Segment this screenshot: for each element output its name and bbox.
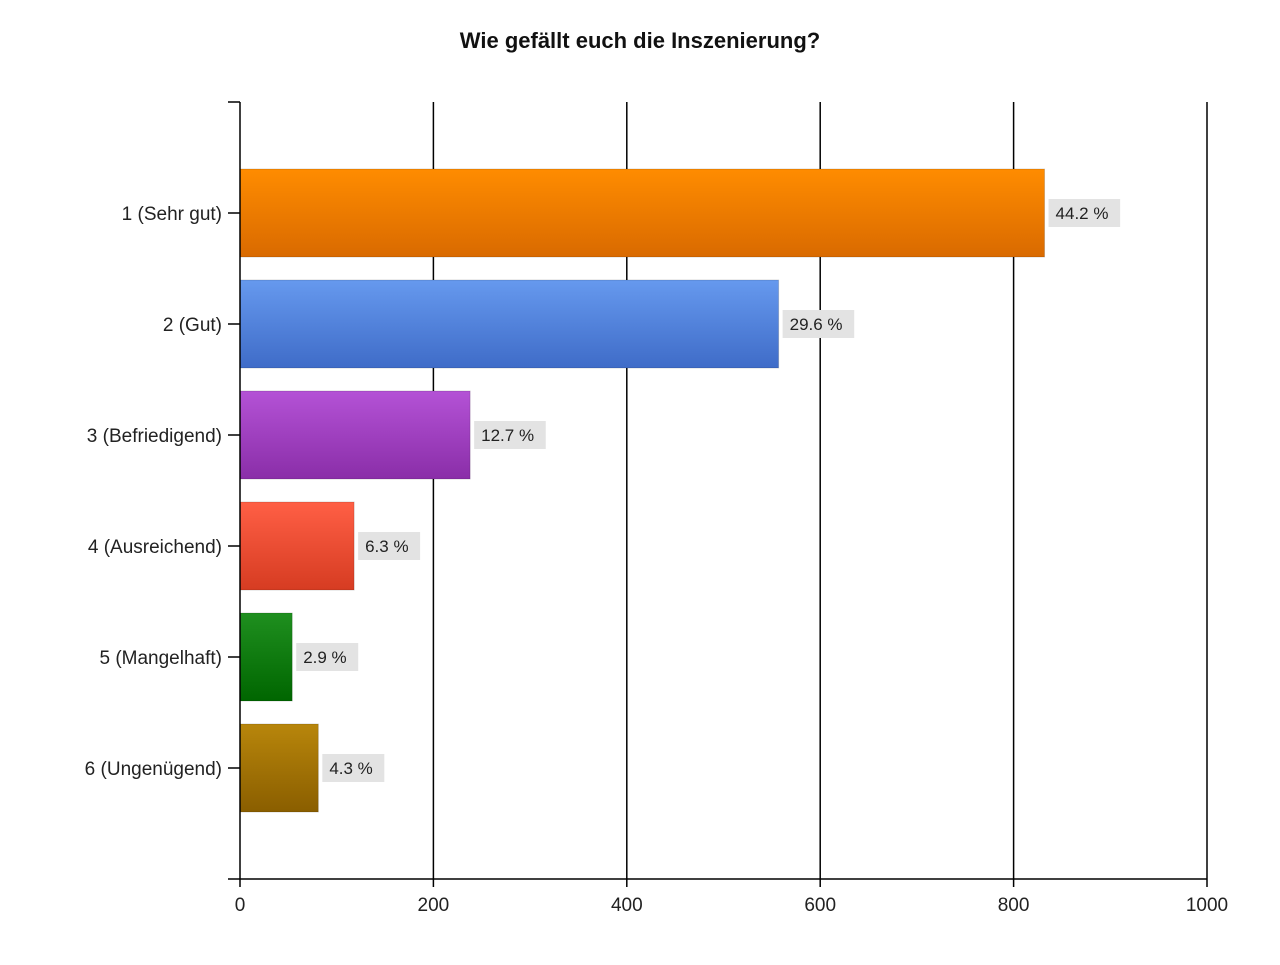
x-tick-label: 600 bbox=[804, 895, 836, 916]
bar bbox=[239, 723, 319, 813]
data-label-background bbox=[322, 754, 385, 782]
data-label-background bbox=[296, 643, 359, 671]
data-label-background bbox=[782, 310, 855, 338]
category-label: 4 (Ausreichend) bbox=[88, 537, 222, 558]
x-tick-label: 400 bbox=[611, 895, 643, 916]
data-label: 4.3 % bbox=[329, 759, 372, 778]
x-tick-label: 800 bbox=[998, 895, 1030, 916]
bar bbox=[239, 168, 1046, 258]
category-label: 2 (Gut) bbox=[163, 315, 222, 336]
data-label: 29.6 % bbox=[790, 315, 843, 334]
data-label-background bbox=[474, 421, 546, 449]
category-label: 1 (Sehr gut) bbox=[122, 204, 222, 225]
category-label: 5 (Mangelhaft) bbox=[99, 648, 222, 669]
x-tick-label: 0 bbox=[235, 895, 246, 916]
data-label: 2.9 % bbox=[303, 648, 346, 667]
category-label: 3 (Befriedigend) bbox=[87, 426, 222, 447]
data-label: 12.7 % bbox=[481, 426, 534, 445]
bar bbox=[239, 501, 355, 591]
bar bbox=[239, 390, 471, 480]
x-tick-label: 1000 bbox=[1186, 895, 1228, 916]
data-label-background bbox=[358, 532, 421, 560]
data-label: 6.3 % bbox=[365, 537, 408, 556]
category-label: 6 (Ungenügend) bbox=[85, 759, 222, 780]
x-tick-label: 200 bbox=[418, 895, 450, 916]
data-label-background bbox=[1048, 199, 1121, 227]
data-label: 44.2 % bbox=[1056, 204, 1109, 223]
bar bbox=[239, 612, 293, 702]
chart-title: Wie gefällt euch die Inszenierung? bbox=[459, 28, 821, 53]
bar bbox=[239, 279, 780, 369]
